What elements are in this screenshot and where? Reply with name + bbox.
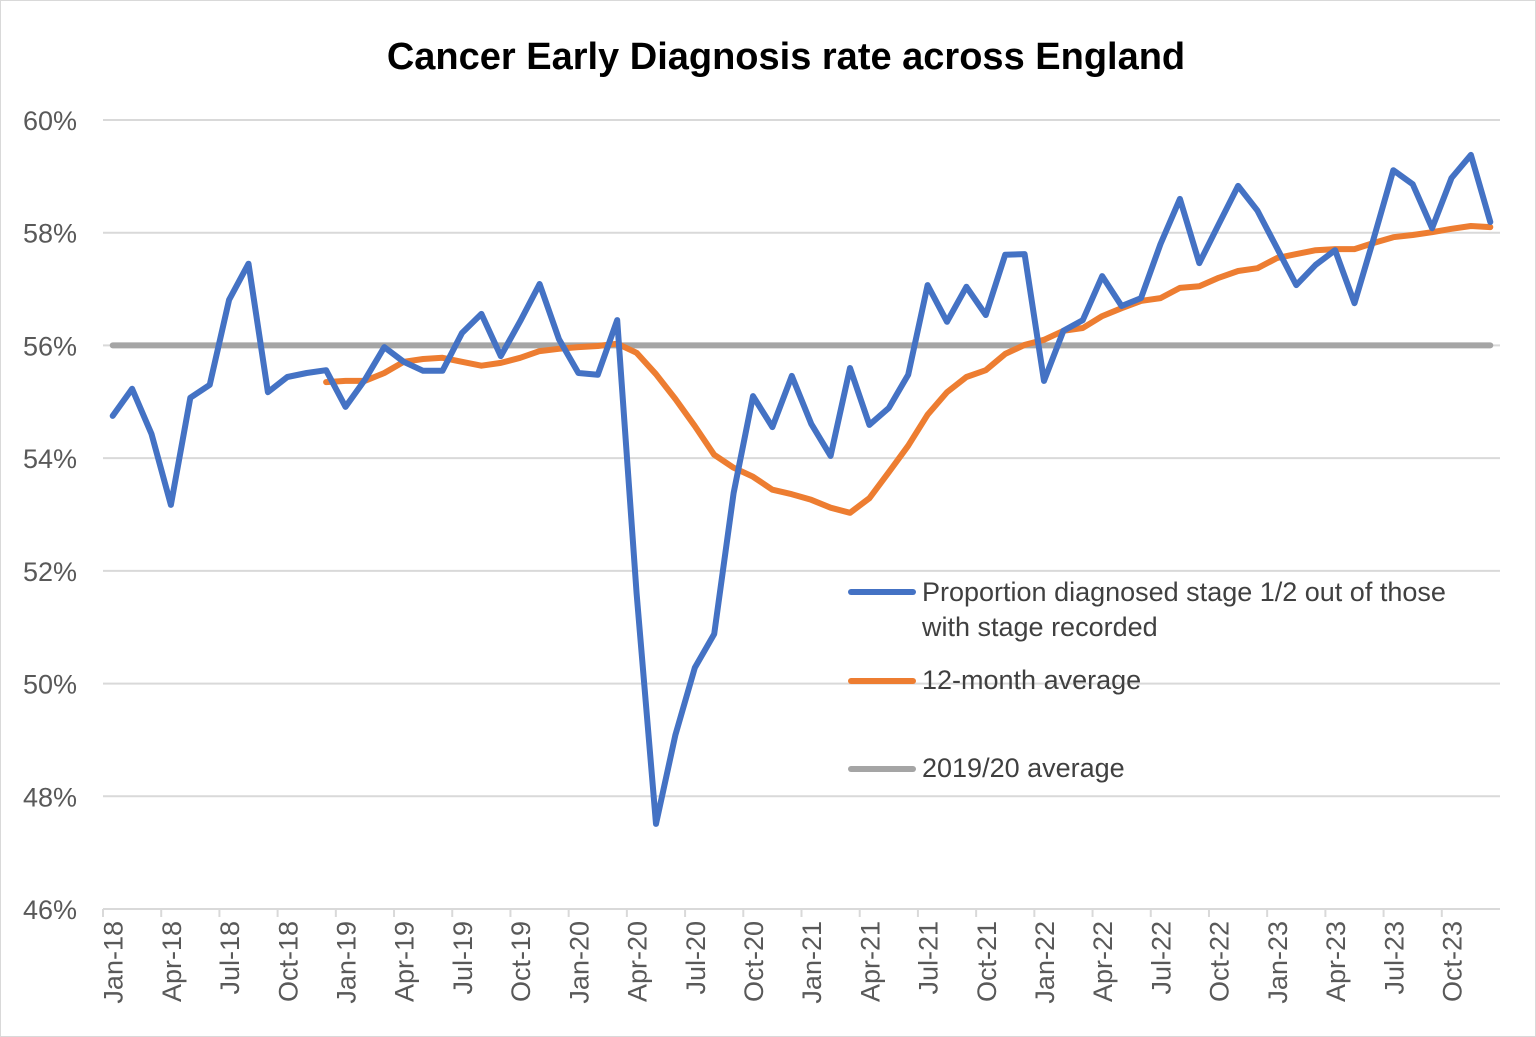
x-tick-label: Jul-20 [681,921,711,995]
x-tick-label: Apr-19 [390,921,420,1002]
y-tick-label: 54% [23,444,77,474]
y-tick-label: 50% [23,670,77,700]
legend-label-2019-20-average: 2019/20 average [922,753,1125,783]
y-tick-label: 46% [23,895,77,925]
x-tick-label: Oct-20 [739,921,769,1002]
x-tick-label: Apr-21 [855,921,885,1002]
legend-swatch-proportion [848,589,916,595]
x-tick-label: Apr-20 [623,921,653,1002]
x-tick-label: Jan-22 [1030,921,1060,1004]
x-tick-label: Jul-21 [914,921,944,995]
x-tick-label: Oct-23 [1437,921,1467,1002]
y-tick-label: 52% [23,557,77,587]
legend-label-proportion-line2: with stage recorded [922,612,1158,642]
x-tick-label: Apr-18 [157,921,187,1002]
x-tick-label: Oct-22 [1205,921,1235,1002]
x-tick-label: Apr-23 [1321,921,1351,1002]
x-tick-label: Jan-20 [564,921,594,1004]
y-tick-label: 48% [23,782,77,812]
x-tick-label: Jan-19 [332,921,362,1004]
chart-title: Cancer Early Diagnosis rate across Engla… [386,36,1186,78]
x-tick-label: Oct-18 [273,921,303,1002]
x-tick-label: Oct-21 [972,921,1002,1002]
x-tick-label: Jan-23 [1263,921,1293,1004]
x-tick-label: Jul-19 [448,921,478,995]
x-tick-label: Oct-19 [506,921,536,1002]
y-tick-label: 58% [23,219,77,249]
x-tick-label: Apr-22 [1088,921,1118,1002]
x-tick-label: Jul-22 [1146,921,1176,995]
legend-swatch-12-month-average [848,678,916,684]
legend-swatch-2019-20-average [848,766,916,772]
legend-label-12-month-average: 12-month average [922,665,1142,695]
series-line-proportion [109,151,1494,827]
x-tick-label: Jul-23 [1379,921,1409,995]
y-tick-label: 56% [23,331,77,361]
x-tick-label: Jan-18 [99,921,129,1004]
x-tick-label: Jan-21 [797,921,827,1004]
legend-label-proportion: Proportion diagnosed stage 1/2 out of th… [922,575,1446,645]
x-tick-label: Jul-18 [215,921,245,995]
legend-label-proportion-line1: Proportion diagnosed stage 1/2 out of th… [922,577,1446,607]
y-tick-label: 60% [23,106,77,136]
